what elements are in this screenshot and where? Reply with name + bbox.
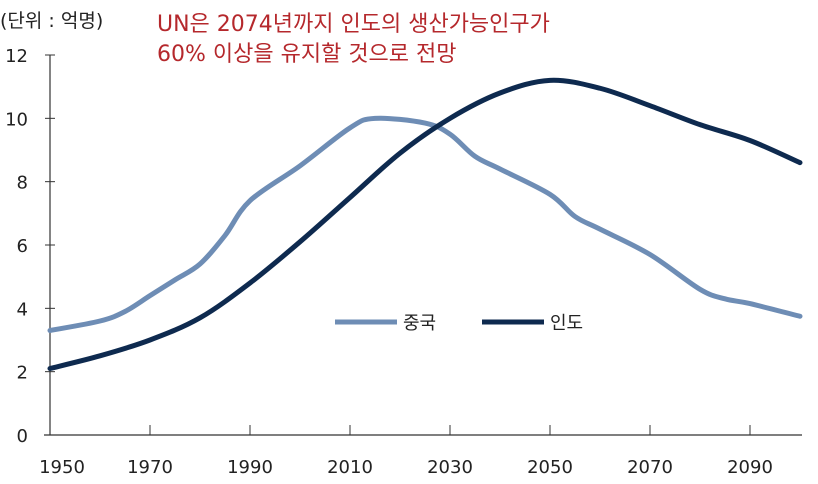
y-tick-label: 6 xyxy=(17,236,28,257)
y-tick-label: 12 xyxy=(5,46,28,67)
x-tick-label: 2070 xyxy=(627,457,673,478)
y-tick-label: 2 xyxy=(17,363,28,384)
x-tick-label: 2010 xyxy=(327,457,373,478)
y-tick-label: 0 xyxy=(17,426,28,447)
y-tick-label: 8 xyxy=(17,173,28,194)
chart-annotation: UN은 2074년까지 인도의 생산가능인구가 60% 이상을 유지할 것으로 … xyxy=(157,10,550,70)
y-tick-label: 10 xyxy=(5,109,28,130)
annotation-line-1: UN은 2074년까지 인도의 생산가능인구가 xyxy=(157,12,550,37)
x-tick-label: 1990 xyxy=(227,457,273,478)
unit-label: (단위 : 억명) xyxy=(0,10,104,32)
series-line-india xyxy=(47,77,803,371)
x-tick-label: 1950 xyxy=(39,457,85,478)
legend-label: 중국 xyxy=(403,313,436,334)
annotation-line-2: 60% 이상을 유지할 것으로 전망 xyxy=(157,42,457,67)
legend-label: 인도 xyxy=(550,313,583,334)
x-tick-label: 2030 xyxy=(427,457,473,478)
x-tick-label: 2090 xyxy=(727,457,773,478)
series-line-china xyxy=(47,115,803,333)
x-tick-label: 1970 xyxy=(127,457,173,478)
y-tick-label: 4 xyxy=(17,299,28,320)
x-tick-label: 2050 xyxy=(527,457,573,478)
